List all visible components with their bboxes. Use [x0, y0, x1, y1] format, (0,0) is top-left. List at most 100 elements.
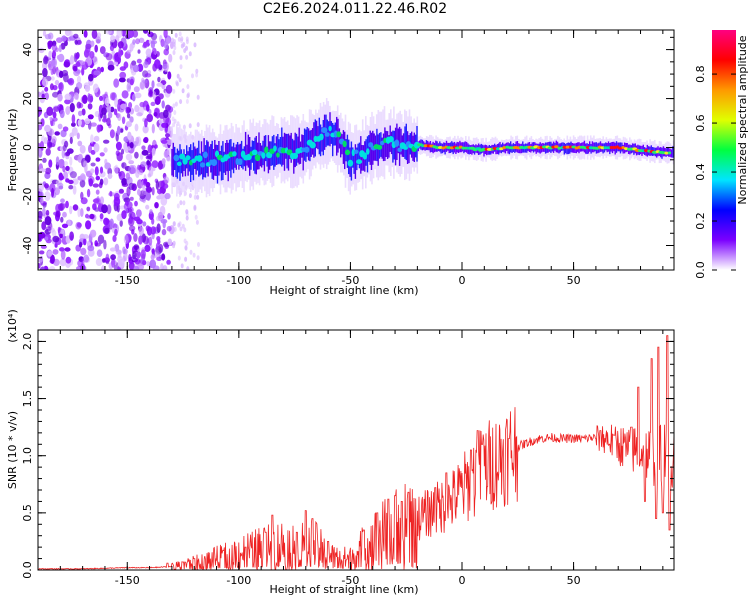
ridge-band — [342, 130, 345, 164]
noise-blob — [76, 82, 83, 90]
noise-blob — [129, 142, 134, 149]
noise-blob — [126, 146, 132, 151]
noise-blob — [47, 250, 53, 257]
noise-blob — [196, 255, 200, 261]
snr-y-tick-label: 1.0 — [21, 447, 34, 465]
noise-blob — [173, 221, 176, 227]
ridge-band — [254, 137, 256, 174]
ridge-core — [354, 149, 359, 155]
noise-blob — [185, 99, 189, 104]
noise-blob — [38, 210, 43, 219]
ridge-band — [204, 145, 207, 178]
ridge-core — [185, 155, 191, 161]
noise-blob — [83, 237, 87, 246]
noise-blob — [129, 196, 134, 201]
noise-blob — [59, 232, 63, 239]
noise-blob — [44, 216, 52, 226]
noise-blob — [128, 102, 133, 109]
noise-blob — [69, 30, 73, 37]
noise-blob — [109, 92, 116, 101]
ridge-core — [273, 145, 277, 152]
noise-blob — [154, 59, 161, 69]
noise-blob — [142, 221, 147, 227]
noise-blob — [121, 116, 126, 125]
noise-blob — [87, 114, 94, 120]
noise-blob — [185, 54, 189, 60]
noise-blob — [75, 221, 82, 230]
noise-blob — [174, 32, 178, 38]
noise-blob — [180, 36, 184, 42]
noise-blob — [150, 32, 158, 41]
snr-x-tick-label: 0 — [459, 574, 466, 587]
ridge-core — [606, 146, 611, 150]
noise-blob — [174, 101, 178, 107]
noise-blob — [126, 49, 132, 54]
noise-blob — [60, 250, 66, 260]
noise-blob — [142, 79, 148, 84]
noise-blob — [180, 38, 183, 44]
noise-blob — [119, 71, 127, 79]
noise-blob — [52, 111, 57, 119]
noise-blob — [161, 158, 166, 165]
noise-blob — [146, 186, 153, 193]
snr-multiplier-label: (x10⁴) — [6, 309, 19, 343]
noise-blob — [185, 215, 189, 221]
noise-blob — [63, 161, 68, 166]
ridge-band — [195, 148, 197, 175]
noise-blob — [109, 129, 115, 139]
noise-blob — [134, 258, 141, 265]
ridge-core — [336, 131, 342, 138]
noise-blob — [163, 150, 169, 158]
noise-blob — [103, 217, 110, 226]
noise-blob — [165, 133, 170, 138]
noise-blob — [140, 249, 146, 259]
spectrogram-x-tick-label: 50 — [567, 274, 581, 287]
noise-blob — [144, 118, 148, 128]
noise-blob — [50, 254, 55, 264]
ridge-core — [321, 127, 328, 134]
noise-blob — [106, 204, 112, 215]
noise-blob — [74, 39, 78, 45]
noise-blob — [143, 30, 149, 34]
snr-x-tick-label: -50 — [341, 574, 359, 587]
noise-blob — [73, 92, 79, 100]
noise-blob — [55, 203, 61, 213]
ridge-band — [622, 144, 624, 154]
noise-blob — [151, 147, 156, 156]
noise-blob — [92, 83, 99, 93]
ridge-core — [328, 125, 332, 132]
noise-blob — [109, 44, 115, 52]
noise-blob — [86, 206, 91, 212]
noise-blob — [64, 247, 71, 252]
noise-blob — [107, 173, 113, 180]
ridge-core — [557, 146, 562, 150]
noise-blob — [98, 112, 102, 122]
noise-blob — [182, 200, 186, 206]
ridge-band — [210, 144, 212, 173]
noise-blob — [172, 50, 176, 56]
ridge-core — [388, 136, 394, 143]
noise-blob — [93, 70, 101, 76]
noise-blob — [69, 231, 74, 241]
spectrogram-y-tick-label: 40 — [21, 43, 34, 57]
noise-blob — [58, 70, 64, 78]
noise-blob — [42, 67, 48, 78]
noise-blob — [114, 228, 118, 237]
snr-panel: -150 -100 -50 0 50 0.0 0.5 1.0 1.5 2.0 Height of … — [6, 309, 675, 596]
noise-blob — [83, 30, 88, 38]
noise-blob — [129, 116, 134, 123]
ridge-band — [626, 143, 628, 152]
ridge-band — [386, 131, 389, 159]
noise-blob — [49, 83, 54, 91]
noise-blob — [91, 30, 98, 39]
ridge-band — [566, 143, 568, 155]
noise-blob — [118, 188, 124, 194]
noise-blob — [153, 112, 158, 117]
noise-blob — [125, 121, 132, 128]
ridge-core — [421, 144, 425, 148]
noise-blob — [63, 171, 69, 180]
noise-blob — [102, 118, 108, 123]
noise-blob — [148, 109, 152, 115]
noise-blob — [88, 73, 94, 82]
noise-blob — [44, 124, 51, 132]
